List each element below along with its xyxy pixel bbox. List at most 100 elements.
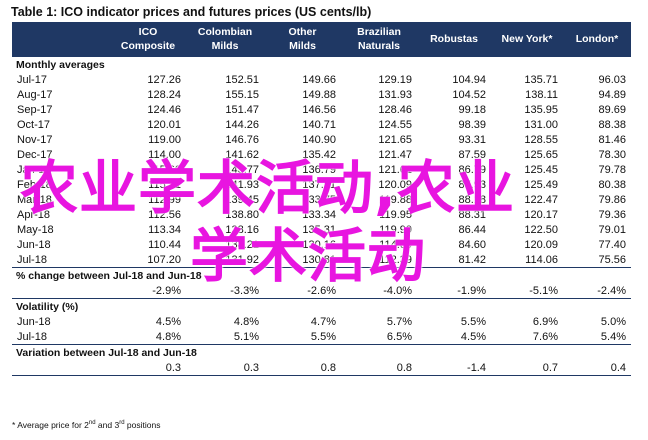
column-header-line-1: Robustas [430, 33, 478, 45]
table-cell: 89.69 [598, 103, 626, 116]
table-cell: 149.88 [302, 88, 336, 101]
section-heading: Volatility (%) [12, 298, 631, 314]
table-cell: 120.09 [378, 178, 412, 191]
table-cell: 129.19 [378, 73, 412, 86]
table-cell: 130.16 [302, 238, 336, 251]
table-cell: 119.00 [148, 133, 181, 146]
table-cell: 4.5% [155, 315, 181, 328]
table-cell: 88.38 [598, 118, 626, 131]
table-row: Jun-18 4.5% 4.8% 4.7% 5.7% 5.5% 6.9% 5.0% [12, 314, 631, 329]
table-cell: 114.69 [379, 238, 412, 251]
table-cell: 146.76 [225, 133, 259, 146]
table-cell: 140.71 [302, 118, 336, 131]
table-cell: 121.47 [378, 148, 412, 161]
table-cell: 112.56 [148, 208, 181, 221]
table-cell: 104.52 [452, 88, 486, 101]
row-label: May-18 [17, 223, 54, 236]
column-header: Other Milds [264, 22, 341, 57]
table-cell: 81.42 [458, 253, 486, 266]
table-row: -2.9% -3.3% -2.6% -4.0% -1.9% -5.1% -2.4% [12, 283, 631, 299]
table-cell: 133.34 [302, 208, 336, 221]
table-cell: -1.9% [457, 284, 486, 297]
watermark-line-1: 农业学术活动,农业 [20, 154, 516, 222]
table-cell: 125.49 [524, 178, 558, 191]
column-header-line-2: Milds [289, 40, 316, 52]
table-cell: 151.47 [225, 103, 259, 116]
table-cell: 128.46 [378, 103, 412, 116]
footnote: * Average price for 2nd and 3rd position… [12, 420, 160, 430]
table-cell: 4.7% [310, 315, 336, 328]
table-row: Jul-18 4.8% 5.1% 5.5% 6.5% 4.5% 7.6% 5.4% [12, 329, 631, 345]
table-cell: 5.5% [310, 330, 336, 343]
table-cell: 77.40 [598, 238, 626, 251]
row-label: Dec-17 [17, 148, 53, 161]
row-label: Aug-17 [17, 88, 53, 101]
table-cell: 114.00 [148, 148, 181, 161]
section-heading: Monthly averages [12, 56, 631, 72]
table-cell: 139.45 [225, 193, 259, 206]
row-label [12, 283, 110, 299]
table-cell: 131.93 [378, 88, 412, 101]
table-cell: 113.34 [148, 223, 181, 236]
table-cell: 0.8 [264, 360, 341, 376]
column-header: New York* [491, 22, 563, 57]
table-cell: 121.61 [378, 163, 412, 176]
column-header: Colombian Milds [186, 22, 264, 57]
section-heading: % change between Jul-18 and Jun-18 [12, 267, 631, 283]
table-cell: 119.88 [379, 193, 412, 206]
table-cell: 133.75 [302, 193, 336, 206]
table-cell: 138.11 [525, 88, 558, 101]
table-cell: 144.26 [225, 118, 259, 131]
footnote-text: * Average price for 2 [12, 420, 89, 430]
table-cell: 80.38 [598, 178, 626, 191]
table-cell: 4.8% [233, 315, 259, 328]
table-cell: 138.80 [225, 208, 259, 221]
column-header-line-1: Colombian [197, 26, 253, 38]
table-cell: 120.09 [524, 238, 558, 251]
table-cell: 115.60 [148, 163, 181, 176]
column-header: Brazilian Naturals [341, 22, 417, 57]
table-cell: 6.9% [532, 315, 558, 328]
table-cell: 143.77 [225, 163, 259, 176]
column-header-line-1: Brazilian [357, 26, 401, 38]
header-corner [12, 22, 110, 57]
table-cell: 121.65 [378, 133, 412, 146]
table-row: May-18 113.34 138.16 135.31 119.99 86.44 122.5… [12, 222, 631, 237]
table-cell: 5.1% [233, 330, 259, 343]
table-cell: 75.56 [598, 253, 626, 266]
table-row: Jul-17 127.26 152.51 149.66 129.19 104.94 135.… [12, 72, 631, 87]
table-cell: 138.16 [225, 223, 259, 236]
table-cell: 141.62 [225, 148, 259, 161]
table-row: Feb-18 115.81 141.93 137.91 120.09 87.93 125.4… [12, 177, 631, 192]
column-header-line-1: ICO [138, 26, 158, 38]
table-cell: 140.90 [302, 133, 336, 146]
column-header: Robustas [417, 22, 491, 57]
footnote-end: positions [124, 420, 161, 430]
table-title: Table 1: ICO indicator prices and future… [11, 5, 372, 19]
row-label: Jul-18 [17, 253, 47, 266]
column-header: ICO Composite [110, 22, 186, 57]
table-cell: 107.20 [147, 253, 181, 266]
table-cell: 152.51 [225, 73, 259, 86]
row-label: Jan-18 [17, 163, 51, 176]
column-header-line-1: Other [288, 26, 317, 38]
table-cell: 104.94 [452, 73, 486, 86]
row-label: Jul-17 [17, 73, 47, 86]
table-cell: 128.24 [147, 88, 181, 101]
table-cell: 81.46 [598, 133, 626, 146]
row-label: Mar-18 [17, 193, 52, 206]
section-heading: Variation between Jul-18 and Jun-18 [12, 344, 631, 360]
table-cell: -2.9% [152, 284, 181, 297]
column-header-line-1: New York* [501, 33, 553, 45]
table-cell: 0.4 [563, 360, 631, 376]
table-row: Jan-18 115.60 143.77 136.79 121.61 86.79 125.4… [12, 162, 631, 177]
table-cell: 94.89 [598, 88, 626, 101]
table-row: Jul-18 107.20 131.92 130.81 112.39 81.42 114.0… [12, 252, 631, 268]
table-cell: 79.01 [598, 223, 626, 236]
table-row: Mar-18 112.99 139.45 133.75 119.88 88.18 122.4… [12, 192, 631, 207]
table-cell: 112.99 [148, 193, 181, 206]
footnote-mid: and 3 [95, 420, 120, 430]
section-heading-row: Variation between Jul-18 and Jun-18 [12, 344, 631, 360]
table-cell: 88.31 [458, 208, 486, 221]
table-cell: 125.65 [524, 148, 558, 161]
